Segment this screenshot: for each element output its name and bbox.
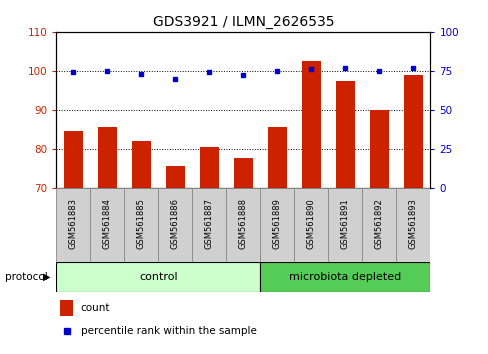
Text: GSM561886: GSM561886 [170, 198, 180, 249]
Bar [56, 188, 90, 262]
Text: control: control [139, 272, 177, 282]
Bar [294, 188, 327, 262]
Text: protocol: protocol [5, 272, 47, 282]
Text: percentile rank within the sample: percentile rank within the sample [81, 326, 256, 337]
Bar [260, 262, 429, 292]
Text: GSM561891: GSM561891 [340, 198, 349, 249]
Bar [60, 300, 73, 316]
Bar [267, 127, 286, 188]
Bar [200, 147, 218, 188]
Bar [362, 188, 395, 262]
Bar [56, 262, 260, 292]
Text: GSM561888: GSM561888 [238, 198, 247, 249]
Text: GSM561893: GSM561893 [408, 198, 417, 249]
Bar [124, 188, 158, 262]
Bar [226, 188, 260, 262]
Bar [64, 131, 82, 188]
Bar [369, 110, 388, 188]
Text: GSM561890: GSM561890 [306, 198, 315, 249]
Bar [403, 75, 422, 188]
Title: GDS3921 / ILMN_2626535: GDS3921 / ILMN_2626535 [152, 16, 333, 29]
Text: microbiota depleted: microbiota depleted [288, 272, 401, 282]
Bar [98, 127, 116, 188]
Text: GSM561892: GSM561892 [374, 198, 383, 249]
Text: GSM561887: GSM561887 [204, 198, 213, 249]
Bar [301, 61, 320, 188]
Bar [192, 188, 226, 262]
Bar [395, 188, 429, 262]
Text: GSM561885: GSM561885 [137, 198, 145, 249]
Text: count: count [81, 303, 110, 314]
Bar [132, 141, 150, 188]
Text: GSM561889: GSM561889 [272, 198, 281, 249]
Bar [233, 159, 252, 188]
Bar [260, 188, 294, 262]
Text: ▶: ▶ [42, 272, 50, 282]
Text: GSM561883: GSM561883 [69, 198, 78, 249]
Bar [158, 188, 192, 262]
Bar [335, 80, 354, 188]
Bar [327, 188, 362, 262]
Text: GSM561884: GSM561884 [102, 198, 112, 249]
Bar [90, 188, 124, 262]
Bar [165, 166, 184, 188]
